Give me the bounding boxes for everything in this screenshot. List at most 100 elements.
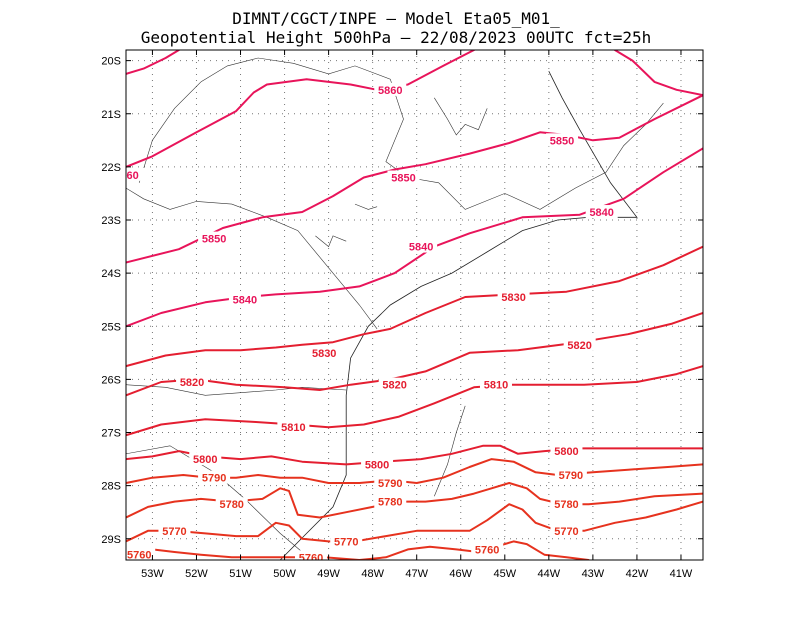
contour-label-bg — [198, 470, 231, 484]
contour-line-5770 — [126, 500, 703, 543]
y-tick-label: 27S — [101, 428, 121, 440]
y-tick-label: 24S — [101, 268, 121, 280]
contour-label-bg — [176, 375, 209, 389]
contour-label-bg — [471, 542, 504, 556]
contour-label-bg — [550, 444, 583, 458]
x-tick-label: 45W — [493, 568, 516, 580]
contour-label-5790: 5790 — [378, 478, 402, 490]
contour-label-5790: 5790 — [202, 473, 226, 485]
contour-label-5770: 5770 — [554, 526, 578, 538]
contour-label-bg — [126, 547, 156, 560]
x-tick-label: 50W — [273, 568, 296, 580]
contour-label-bg — [228, 292, 261, 306]
contour-label-5760: 5760 — [127, 550, 151, 562]
contour-label-bg — [378, 377, 411, 391]
contour-label-bg — [554, 468, 587, 481]
y-tick-label: 21S — [101, 109, 121, 121]
x-tick-label: 49W — [317, 568, 340, 580]
coastline — [279, 71, 638, 560]
contour-label-bg — [308, 345, 341, 359]
state-border — [126, 445, 303, 553]
state-border — [138, 81, 202, 183]
contour-label-5780: 5780 — [554, 499, 578, 511]
y-tick-label: 29S — [101, 534, 121, 546]
contour-label-5760: 5760 — [299, 552, 323, 564]
contour-label-5820: 5820 — [180, 377, 204, 389]
contour-label-bg — [374, 475, 407, 489]
contour-label-5810: 5810 — [281, 422, 305, 434]
contour-label-5830: 5830 — [312, 348, 336, 360]
river — [434, 97, 488, 136]
contour-label-5850: 5850 — [550, 135, 574, 147]
river — [354, 203, 378, 210]
x-tick-label: 53W — [141, 568, 164, 580]
y-tick-label: 28S — [101, 481, 121, 493]
x-tick-label: 52W — [185, 568, 208, 580]
chart-title-line-1: DIMNT/CGCT/INPE – Model Eta05_M01_ — [232, 9, 560, 28]
contour-line-5810 — [126, 365, 703, 437]
contour-label-5820: 5820 — [382, 380, 406, 392]
contour-label-bg — [479, 377, 512, 391]
contour-label-5860: 60 — [126, 170, 138, 182]
contour-line-5830 — [126, 245, 703, 368]
contour-label-bg — [198, 231, 231, 245]
contour-label-5850: 5850 — [202, 234, 226, 246]
contour-line-5840 — [126, 147, 703, 328]
contour-label-5800: 5800 — [365, 459, 389, 471]
contour-line-5850 — [126, 94, 703, 264]
contour-label-bg — [215, 497, 248, 511]
contour-label-5840: 5840 — [589, 207, 613, 219]
contour-label-bg — [158, 523, 191, 537]
contour-labels: 5860 60 5850 5850 5850 5840 5840 5840 5830 5830 58… — [126, 82, 618, 564]
contour-label-bg — [126, 167, 149, 181]
contour-label-5850: 5850 — [391, 173, 415, 185]
contour-label-5840: 5840 — [233, 295, 257, 307]
contour-label-5760: 5760 — [475, 544, 499, 556]
plot-frame — [125, 49, 704, 561]
contour-label-bg — [550, 497, 583, 511]
contour-line-5860 — [613, 50, 703, 97]
contour-label-bg — [497, 290, 530, 304]
contour-label-5840: 5840 — [409, 242, 433, 254]
x-tick-label: 46W — [449, 568, 472, 580]
x-tick-label: 44W — [538, 568, 561, 580]
x-tick-label: 42W — [626, 568, 649, 580]
contour-label-bg — [294, 550, 327, 560]
contour-label-5780: 5780 — [219, 499, 243, 511]
x-tick-label: 51W — [229, 568, 252, 580]
contour-label-5860: 5860 — [378, 85, 402, 97]
contour-label-bg — [361, 457, 394, 471]
contour-label-5770: 5770 — [162, 526, 186, 538]
x-axis: 53W 52W 51W 50W 49W 48W 47W 46W 45W 44W 43W 42W 41W — [141, 50, 693, 580]
contour-label-bg — [387, 170, 420, 184]
x-tick-label: 47W — [405, 568, 428, 580]
contour-label-bg — [374, 494, 407, 508]
contour-line-5860 — [126, 50, 475, 168]
contour-label-5830: 5830 — [501, 292, 525, 304]
y-axis: 20S 21S 22S 23S 24S 25S 26S 27S 28S 29S — [101, 56, 703, 546]
contour-label-bg — [546, 133, 579, 147]
contour-label-5800: 5800 — [554, 446, 578, 458]
grid-lines — [126, 50, 703, 560]
contour-label-bg — [585, 205, 618, 219]
contour-label-5770: 5770 — [334, 536, 358, 548]
chart-title-line-2: Geopotential Height 500hPa – 22/08/2023 … — [141, 28, 652, 47]
contour-label-bg — [550, 523, 583, 537]
y-tick-label: 20S — [101, 56, 121, 68]
y-tick-label: 25S — [101, 321, 121, 333]
y-tick-label: 26S — [101, 374, 121, 386]
river — [434, 405, 466, 497]
x-tick-label: 43W — [582, 568, 605, 580]
contour-label-5800: 5800 — [193, 454, 217, 466]
contour-label-5810: 5810 — [484, 380, 508, 392]
contour-label-5790: 5790 — [559, 470, 583, 482]
contour-label-5820: 5820 — [567, 340, 591, 352]
contour-label-bg — [330, 534, 363, 548]
contour-line-5860 — [126, 50, 180, 75]
contour-label-bg — [563, 337, 596, 351]
state-border — [126, 384, 347, 396]
contour-label-bg — [189, 452, 222, 466]
y-tick-label: 23S — [101, 215, 121, 227]
contour-label-bg — [277, 420, 310, 434]
